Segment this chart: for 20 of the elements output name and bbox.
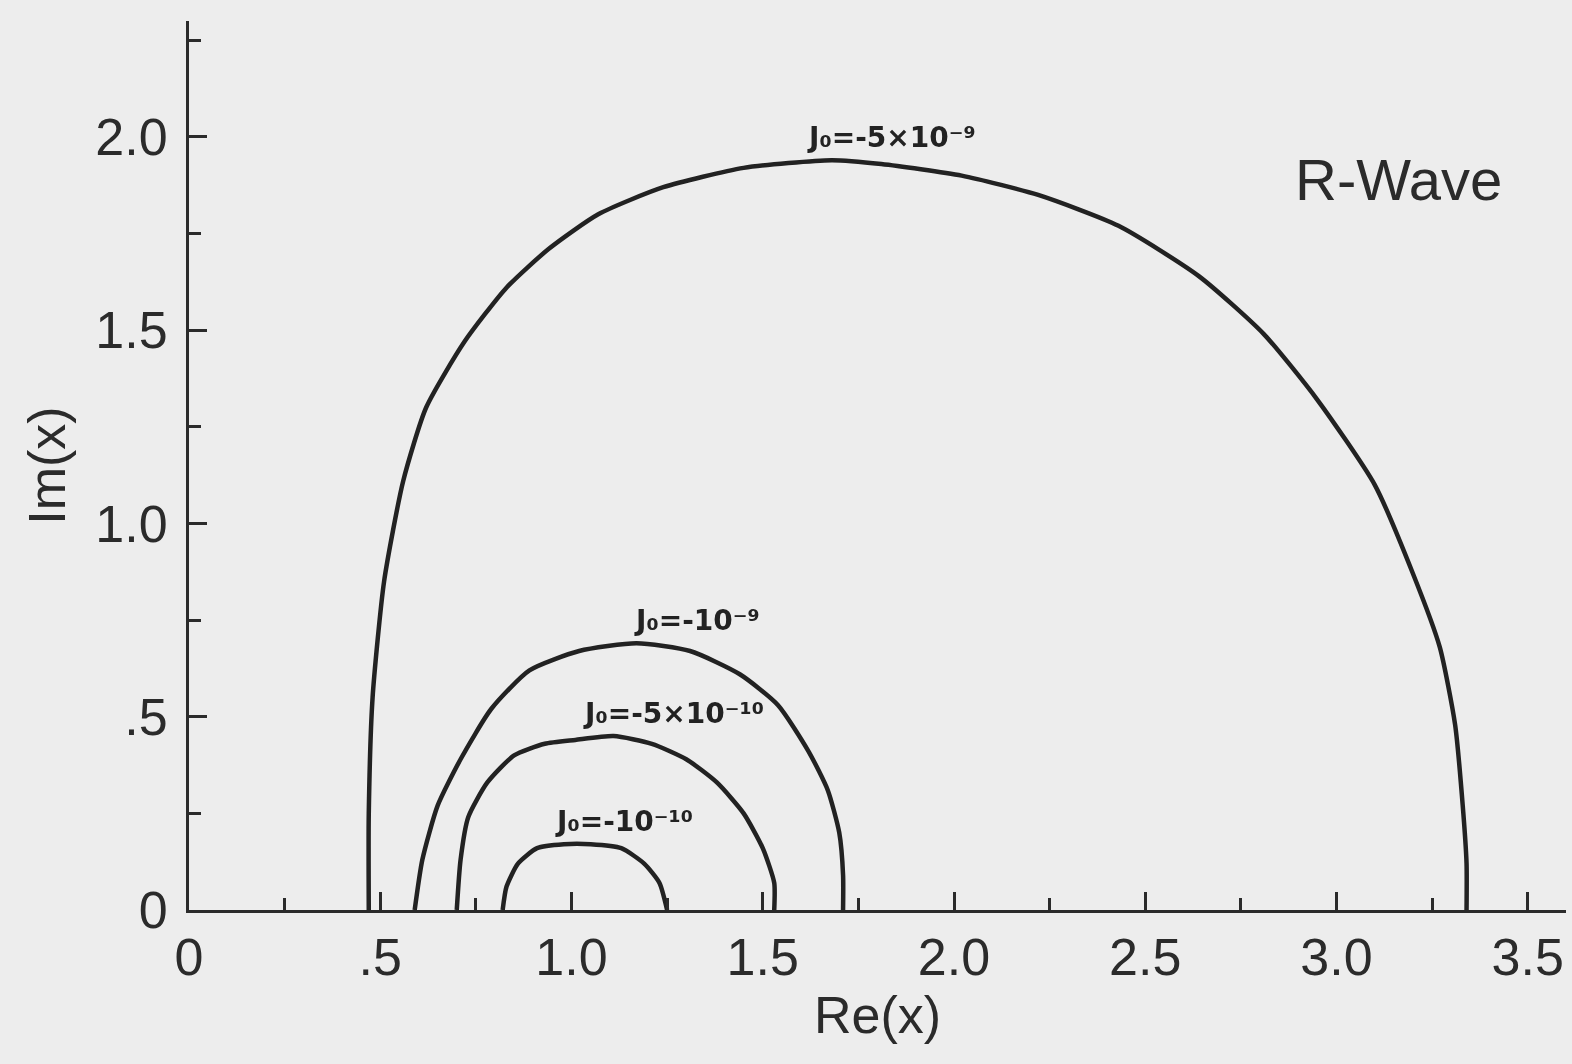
- x-tick-label: 1.0: [535, 928, 608, 987]
- series-label: J₀=-10⁻¹⁰: [555, 805, 694, 838]
- y-tick-label: .5: [124, 687, 168, 746]
- x-tick-label: 0: [174, 928, 204, 987]
- y-axis-title: Im(x): [17, 406, 76, 525]
- y-tick-label: 1.0: [95, 494, 168, 553]
- x-tick-label: 3.0: [1300, 928, 1373, 987]
- x-tick-label: .5: [358, 928, 402, 987]
- x-tick-label: 2.0: [917, 928, 991, 987]
- annotation: R-Wave: [1295, 147, 1503, 212]
- x-tick-label: 1.5: [726, 928, 799, 987]
- y-tick-label: 1.5: [95, 301, 168, 360]
- series-label: J₀=-10⁻⁹: [634, 604, 760, 637]
- x-axis-title: Re(x): [813, 986, 942, 1045]
- x-tick-label: 2.5: [1109, 928, 1182, 987]
- x-tick-label: 3.5: [1491, 928, 1564, 987]
- y-tick-label: 0: [138, 881, 168, 940]
- y-tick-label: 2.0: [95, 108, 168, 167]
- series-label: J₀=-5×10⁻¹⁰: [583, 697, 764, 730]
- series-label: J₀=-5×10⁻⁹: [807, 121, 976, 154]
